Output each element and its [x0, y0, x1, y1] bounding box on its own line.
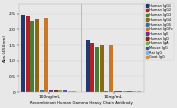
Bar — [26, 16, 30, 92]
Bar — [58, 90, 62, 92]
Bar — [95, 47, 99, 92]
Bar — [40, 90, 44, 92]
Bar — [104, 91, 108, 92]
Bar — [137, 91, 141, 92]
Bar — [113, 91, 118, 92]
Bar — [21, 15, 25, 92]
Bar — [44, 18, 48, 92]
Bar — [54, 90, 58, 92]
Bar — [63, 90, 67, 92]
Bar — [49, 90, 53, 92]
Bar — [35, 19, 39, 92]
Y-axis label: Abs.(450nm): Abs.(450nm) — [3, 34, 7, 62]
Bar — [109, 44, 113, 92]
Bar — [68, 91, 72, 92]
Bar — [127, 91, 132, 92]
Bar — [118, 91, 122, 92]
Bar — [123, 91, 127, 92]
Bar — [72, 91, 76, 92]
Bar — [100, 44, 104, 92]
Legend: Human IgG1, Human IgG2, Human IgG3, Human IgG4, Human IgG5, Human IgGFc, Human I: Human IgG1, Human IgG2, Human IgG3, Huma… — [145, 3, 174, 60]
Bar — [30, 21, 35, 92]
Bar — [86, 40, 90, 92]
Bar — [90, 43, 94, 92]
Bar — [132, 91, 136, 92]
X-axis label: Recombinant Human Gamma Heavy Chain Antibody: Recombinant Human Gamma Heavy Chain Anti… — [30, 101, 133, 105]
